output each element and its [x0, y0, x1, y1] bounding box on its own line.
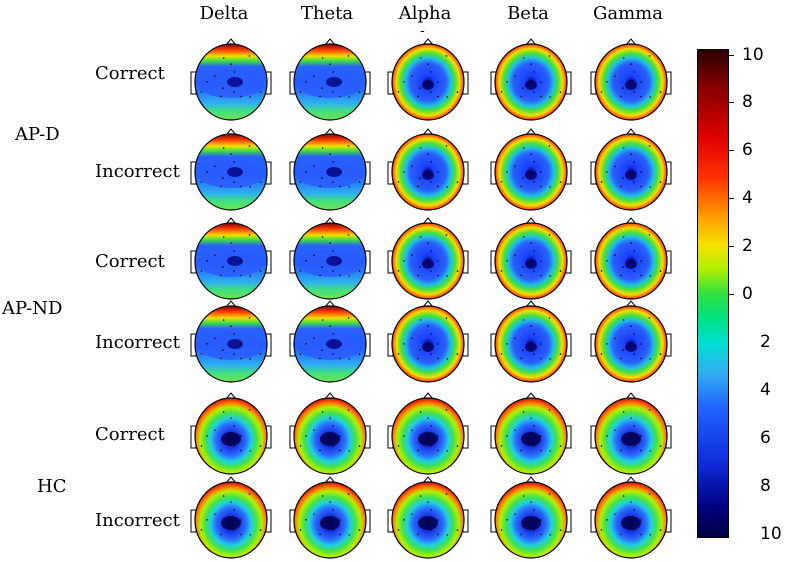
row-label-correct: Correct — [95, 251, 165, 272]
group-label-ap-d: AP-D — [15, 124, 60, 145]
topomap — [289, 128, 371, 211]
colorbar-label: 8 — [742, 92, 753, 112]
topomap — [590, 300, 672, 383]
colorbar-tick — [729, 150, 734, 151]
topomap — [490, 300, 572, 383]
topomap — [190, 392, 272, 475]
topomap — [490, 38, 572, 121]
topomap — [190, 128, 272, 211]
topomap — [387, 300, 469, 383]
colorbar-label: 10 — [760, 524, 782, 544]
topomap — [289, 217, 371, 300]
column-header-beta: Beta — [507, 3, 549, 24]
topomap — [190, 300, 272, 383]
colorbar — [697, 49, 729, 538]
group-label-hc: HC — [37, 476, 67, 497]
colorbar-label: 0 — [742, 284, 753, 304]
colorbar-label: 10 — [742, 45, 764, 65]
topomap — [289, 300, 371, 383]
row-label-correct: Correct — [95, 424, 165, 445]
topomap — [387, 128, 469, 211]
topomap — [387, 217, 469, 300]
topomap — [190, 476, 272, 559]
column-header-delta: Delta — [199, 3, 249, 24]
topomap — [289, 392, 371, 475]
topomap — [387, 38, 469, 121]
row-label-incorrect: Incorrect — [95, 161, 180, 182]
topomap — [490, 128, 572, 211]
topomap — [190, 38, 272, 121]
colorbar-label: 2 — [760, 332, 771, 352]
column-header-theta: Theta — [300, 3, 354, 24]
topomap — [490, 217, 572, 300]
topomap — [289, 38, 371, 121]
colorbar-tick — [729, 198, 734, 199]
topomap — [490, 392, 572, 475]
row-label-incorrect: Incorrect — [95, 510, 180, 531]
colorbar-label: 4 — [760, 380, 771, 400]
topomap — [190, 217, 272, 300]
column-header-gamma: Gamma — [593, 3, 663, 24]
topomap — [590, 217, 672, 300]
topomap — [387, 392, 469, 475]
colorbar-tick — [729, 55, 734, 56]
colorbar-label: 6 — [742, 140, 753, 160]
topomap — [590, 476, 672, 559]
group-label-ap-nd: AP-ND — [2, 298, 63, 319]
colorbar-tick — [729, 246, 734, 247]
topomap — [289, 476, 371, 559]
topomap — [490, 476, 572, 559]
topomap — [590, 38, 672, 121]
row-label-correct: Correct — [95, 63, 165, 84]
topomap — [590, 128, 672, 211]
topomap — [590, 392, 672, 475]
colorbar-label: 8 — [760, 476, 771, 496]
colorbar-tick — [729, 294, 734, 295]
colorbar-label: 6 — [760, 428, 771, 448]
topomap — [387, 476, 469, 559]
column-header-alpha: Alpha — [398, 3, 452, 24]
colorbar-label: 2 — [742, 236, 753, 256]
row-label-incorrect: Incorrect — [95, 332, 180, 353]
colorbar-label: 4 — [742, 188, 753, 208]
colorbar-tick — [729, 102, 734, 103]
alpha-marker: - — [420, 23, 425, 39]
